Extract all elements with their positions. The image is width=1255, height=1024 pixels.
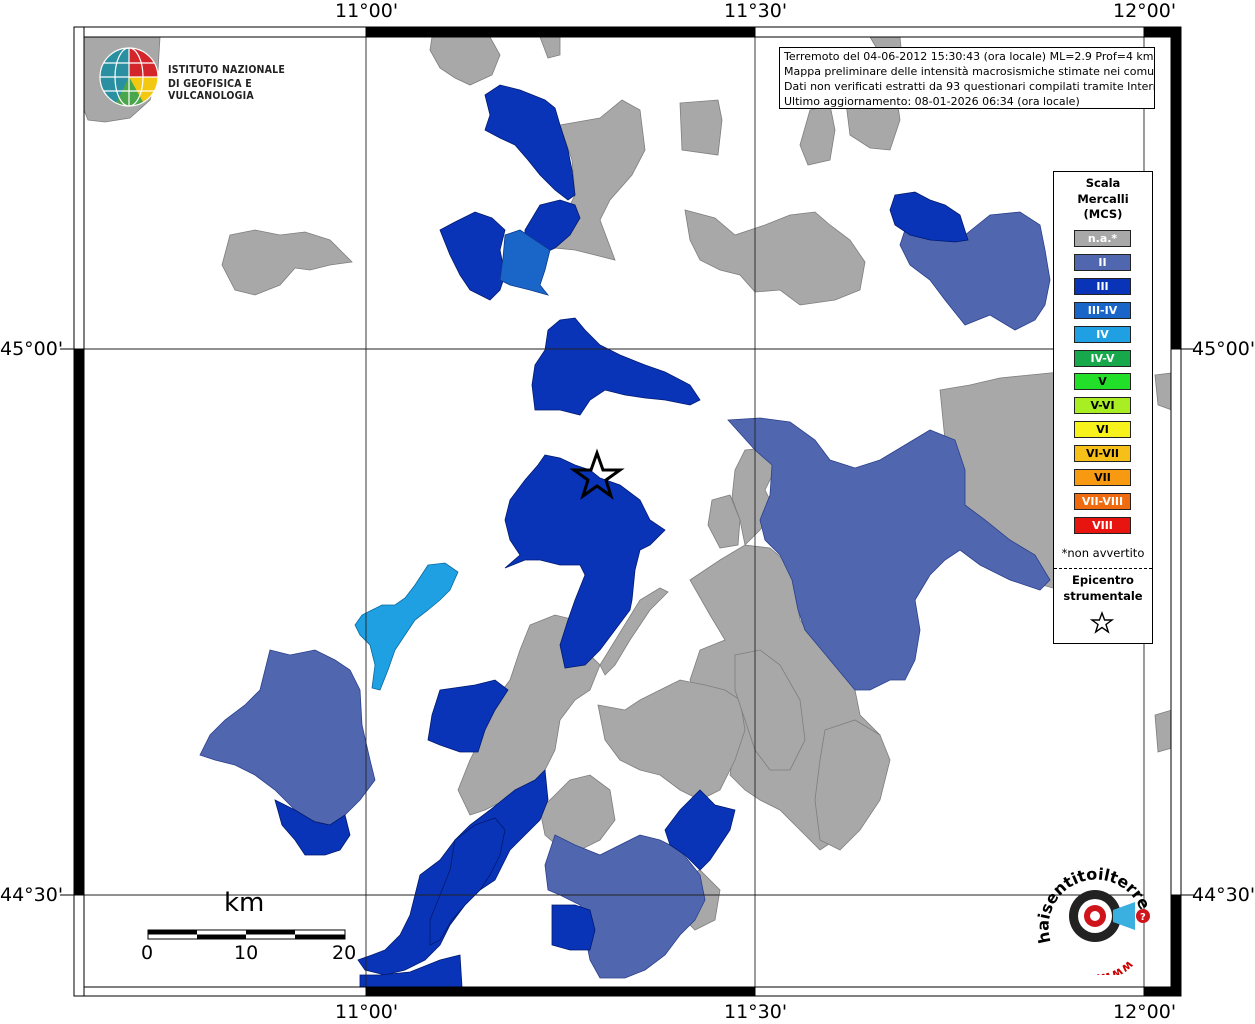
legend-epicentre-line-2: strumentale	[1063, 589, 1143, 603]
epicentre-star-marker	[569, 448, 625, 500]
lon-label-top-3: 12°00'	[1113, 0, 1177, 22]
lat-label-right-1: 45°00'	[1192, 338, 1255, 360]
lon-label-top-2: 11°30'	[724, 0, 788, 22]
lon-label-top-1: 11°00'	[335, 0, 399, 22]
map-frame	[60, 26, 1195, 997]
legend-item-vii: VII	[1074, 469, 1131, 486]
legend-item-vi: VI	[1074, 421, 1131, 439]
legend-title-line-1: Scala	[1085, 176, 1121, 190]
legend-separator	[1054, 568, 1152, 569]
globe-icon	[99, 47, 159, 107]
legend-item-vii-viii: VII-VIII	[1074, 492, 1131, 510]
scale-bar: km 0 10 20	[130, 888, 370, 978]
intensity-iii-areas	[274, 84, 969, 988]
legend-item-iv-v: IV-V	[1074, 349, 1131, 367]
legend-title-line-3: (MCS)	[1083, 207, 1123, 221]
event-info-box: Terremoto del 04-06-2012 15:30:43 (ora l…	[779, 47, 1155, 109]
scale-bar-tick-10: 10	[234, 942, 259, 964]
legend-epicentre-label: Epicentro strumentale	[1054, 572, 1152, 604]
lon-label-bottom-3: 12°00'	[1113, 1001, 1177, 1023]
lat-label-right-2: 44°30'	[1192, 884, 1255, 906]
legend-note: *non avvertito	[1061, 546, 1145, 560]
logo-line-1: ISTITUTO NAZIONALE	[168, 64, 286, 76]
mcs-legend: Scala Mercalli (MCS) n.a.* II III III-IV IV I…	[1053, 171, 1153, 644]
logo-line-2: DI GEOFISICA E VULCANOLOGIA	[168, 78, 254, 102]
intensity-iii-iv-areas	[499, 229, 551, 296]
legend-item-v-vi: V-VI	[1074, 397, 1131, 415]
legend-item-viii: VIII	[1074, 516, 1131, 534]
legend-epicentre-line-1: Epicentro	[1072, 573, 1134, 587]
scale-bar-graphic	[147, 929, 346, 940]
legend-item-iii: III	[1074, 277, 1131, 295]
legend-title: Scala Mercalli (MCS)	[1054, 176, 1152, 223]
ingv-logo: ISTITUTO NAZIONALE DI GEOFISICA E VULCAN…	[98, 46, 328, 110]
scale-bar-tick-0: 0	[141, 942, 154, 964]
event-info-line-4: Ultimo aggiornamento: 08-01-2026 06:34 (…	[784, 95, 1080, 108]
lat-label-left-2: 44°30'	[0, 884, 64, 906]
haisentito-logo: haisentitoilterremoto.it www. ?	[1033, 860, 1154, 975]
legend-item-ii: II	[1074, 253, 1131, 271]
legend-title-line-2: Mercalli	[1077, 191, 1129, 206]
lat-label-left-1: 45°00'	[0, 338, 64, 360]
legend-item-iv: IV	[1074, 325, 1131, 343]
lon-label-bottom-1: 11°00'	[335, 1001, 399, 1023]
haisentito-www: www.	[1096, 958, 1137, 975]
legend-item-vi-vii: VI-VII	[1074, 445, 1131, 463]
legend-item-v: V	[1074, 373, 1131, 391]
lon-label-bottom-2: 11°30'	[724, 1001, 788, 1023]
star-icon	[1090, 611, 1114, 634]
svg-text:?: ?	[1140, 912, 1146, 923]
intensity-ii-areas	[199, 211, 1051, 979]
intensity-iv-areas	[354, 562, 459, 691]
scale-bar-tick-20: 20	[332, 942, 357, 964]
event-info-line-1: Terremoto del 04-06-2012 15:30:43 (ora l…	[784, 50, 1154, 63]
event-info-line-3: Dati non verificati estratti da 93 quest…	[784, 80, 1155, 93]
legend-item-n-a: n.a.*	[1074, 230, 1131, 247]
scale-bar-unit: km	[224, 888, 265, 918]
legend-item-iii-iv: III-IV	[1074, 301, 1131, 319]
event-info-line-2: Mappa preliminare delle intensità macros…	[784, 65, 1155, 78]
